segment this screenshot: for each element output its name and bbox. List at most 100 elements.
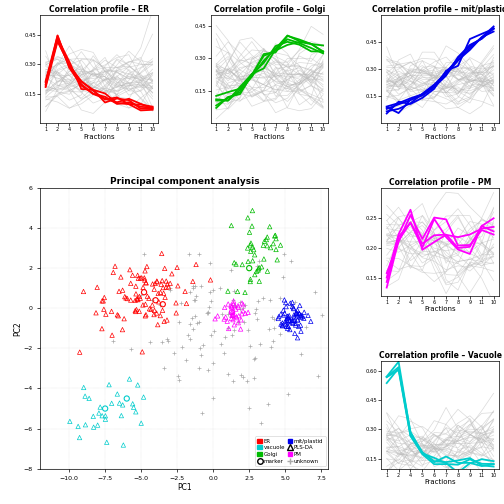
Point xyxy=(239,301,247,309)
Point xyxy=(131,306,139,314)
Point xyxy=(181,287,189,295)
Point xyxy=(297,311,305,319)
Point xyxy=(178,343,186,351)
Point xyxy=(239,304,247,312)
Point xyxy=(163,335,171,343)
Point xyxy=(142,310,150,319)
Point xyxy=(224,310,232,318)
Point xyxy=(231,301,239,309)
Point xyxy=(244,214,252,222)
Point xyxy=(127,296,135,304)
Point xyxy=(264,267,272,275)
Point xyxy=(291,298,299,306)
Point xyxy=(241,301,249,309)
Point xyxy=(227,222,235,230)
Point xyxy=(140,250,148,258)
Point xyxy=(280,250,288,258)
Point xyxy=(182,299,191,307)
Point xyxy=(156,301,164,309)
Point xyxy=(90,423,98,431)
Point xyxy=(134,381,142,389)
Point xyxy=(254,266,262,274)
Point xyxy=(249,245,258,254)
Point xyxy=(293,309,301,318)
Point xyxy=(216,284,224,292)
Point xyxy=(254,296,262,304)
Point xyxy=(195,249,203,258)
Point xyxy=(284,322,292,330)
Point xyxy=(259,294,267,302)
Point xyxy=(293,334,301,342)
Point xyxy=(224,300,232,308)
Point xyxy=(154,289,162,297)
Point xyxy=(244,258,252,266)
Point xyxy=(246,342,254,350)
Point xyxy=(132,307,140,316)
Point xyxy=(157,280,165,288)
X-axis label: Fractions: Fractions xyxy=(83,134,115,140)
Point xyxy=(246,241,255,249)
Point xyxy=(145,294,153,302)
Point xyxy=(273,256,281,264)
X-axis label: PC1: PC1 xyxy=(177,483,192,492)
Point xyxy=(172,309,180,317)
Title: Correlation profile – Golgi: Correlation profile – Golgi xyxy=(214,6,325,14)
Point xyxy=(245,404,254,412)
Point xyxy=(228,308,236,316)
Point xyxy=(277,330,285,338)
Point xyxy=(229,316,237,324)
Point xyxy=(206,259,214,267)
Point xyxy=(98,297,106,305)
Point xyxy=(133,295,141,303)
Point xyxy=(102,310,110,319)
Point xyxy=(238,299,246,307)
Point xyxy=(158,338,166,346)
Point xyxy=(257,340,265,348)
Point xyxy=(292,310,300,318)
Point xyxy=(189,282,197,290)
Point xyxy=(244,308,252,317)
Legend: ER, vacuole, Golgi, marker, mit/plastid, PLS-DA, PM, unknown: ER, vacuole, Golgi, marker, mit/plastid,… xyxy=(255,436,326,466)
Point xyxy=(198,409,206,417)
Point xyxy=(343,314,351,323)
Point xyxy=(258,263,266,271)
Point xyxy=(189,277,197,285)
Point xyxy=(284,314,292,322)
Title: Correlation profile – Vacuole: Correlation profile – Vacuole xyxy=(379,351,501,360)
Point xyxy=(185,288,194,296)
Point xyxy=(161,293,169,301)
Point xyxy=(95,409,103,417)
Point xyxy=(228,308,236,317)
Point xyxy=(133,305,141,313)
Point xyxy=(153,277,161,285)
Point xyxy=(263,233,271,241)
Point xyxy=(192,312,200,320)
Y-axis label: PC2: PC2 xyxy=(13,321,22,336)
Point xyxy=(229,310,237,318)
Point xyxy=(241,309,249,318)
Point xyxy=(74,422,82,430)
Point xyxy=(151,306,159,314)
Point xyxy=(292,308,300,317)
Point xyxy=(135,274,143,282)
Point xyxy=(223,317,231,325)
Point xyxy=(293,311,301,320)
Point xyxy=(234,318,242,326)
Point xyxy=(103,438,111,447)
Point xyxy=(118,326,127,334)
Point xyxy=(186,335,195,343)
Point xyxy=(153,278,161,286)
Title: Correlation profile – PM: Correlation profile – PM xyxy=(389,178,491,187)
Point xyxy=(101,405,109,413)
Point xyxy=(255,258,263,266)
Point xyxy=(140,288,148,296)
Point xyxy=(211,315,219,323)
Point xyxy=(146,305,154,313)
Point xyxy=(277,310,285,318)
Point xyxy=(152,296,160,304)
Point xyxy=(127,345,135,353)
Point xyxy=(99,297,107,305)
Point xyxy=(119,441,128,449)
Point xyxy=(127,279,135,287)
Point xyxy=(227,301,235,309)
